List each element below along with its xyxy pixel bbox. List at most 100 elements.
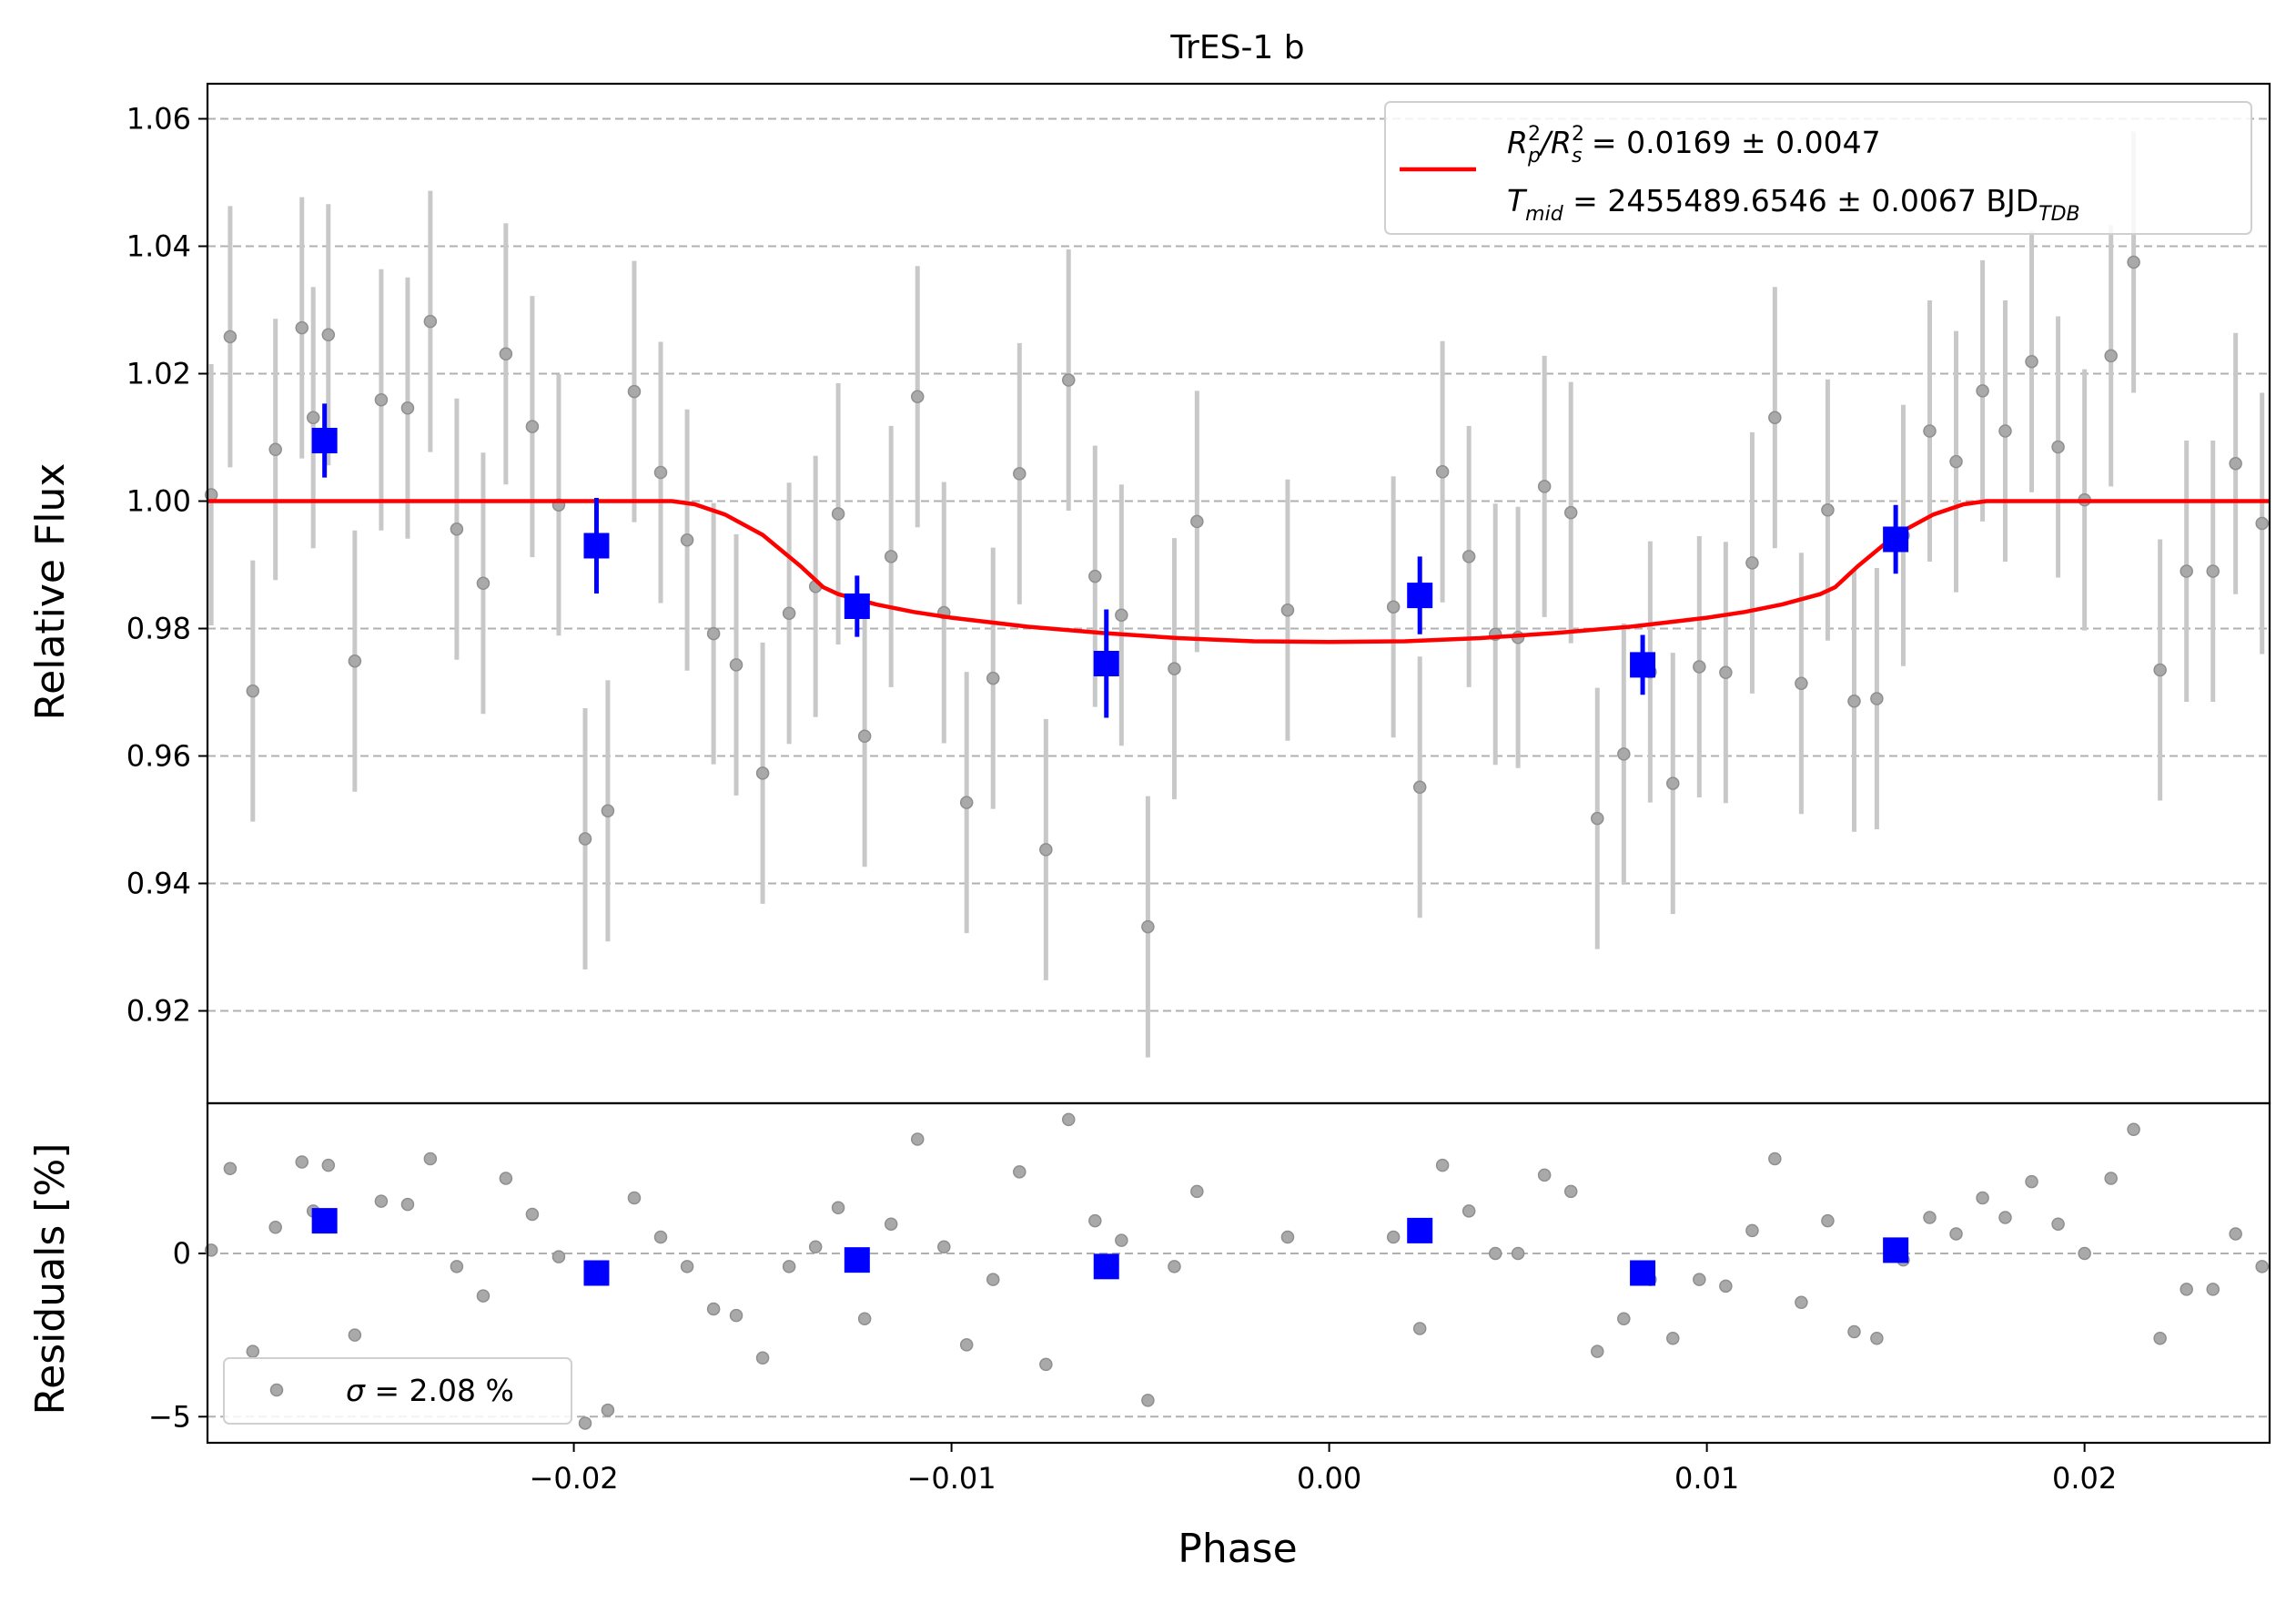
- raw-data-point: [1617, 747, 1631, 761]
- raw-data-point: [1412, 780, 1427, 795]
- raw-residual-point: [268, 1221, 282, 1234]
- raw-residual-point: [1386, 1230, 1401, 1244]
- raw-residual-point: [1168, 1260, 1181, 1273]
- raw-data-point: [2104, 349, 2118, 363]
- raw-data-point: [578, 832, 592, 846]
- raw-residual-point: [423, 1152, 438, 1166]
- legend-frame: [223, 1357, 572, 1425]
- raw-residual-point: [1949, 1227, 1963, 1241]
- raw-data-point: [831, 507, 845, 521]
- raw-data-point: [782, 606, 796, 620]
- raw-data-point: [1168, 662, 1181, 675]
- raw-residual-point: [1280, 1230, 1295, 1244]
- raw-residual-point: [653, 1230, 668, 1244]
- legend-text-part: TDB: [2038, 203, 2079, 226]
- raw-data-point: [729, 658, 743, 672]
- y-axis-title-residuals: Residuals [%]: [27, 1143, 74, 1415]
- raw-residual-point: [831, 1201, 845, 1215]
- binned-residual-point: [1883, 1237, 1909, 1263]
- raw-data-point: [2153, 663, 2167, 677]
- raw-data-point: [1795, 676, 1808, 690]
- raw-data-point: [2051, 440, 2065, 454]
- raw-residual-point: [321, 1158, 336, 1172]
- raw-data-point: [2180, 564, 2193, 578]
- raw-residual-point: [2255, 1260, 2269, 1273]
- raw-residual-point: [1462, 1204, 1476, 1218]
- raw-residual-point: [706, 1302, 721, 1316]
- raw-residual-point: [1719, 1279, 1733, 1294]
- binned-data-point: [1407, 583, 1433, 609]
- raw-residual-point: [2127, 1122, 2140, 1136]
- y-tick-label: 1.00: [126, 484, 191, 519]
- raw-data-point: [884, 550, 898, 563]
- legend-text-part: s: [1572, 145, 1582, 167]
- raw-data-point: [1949, 454, 1963, 469]
- raw-residual-point: [1088, 1213, 1102, 1228]
- raw-data-point: [1462, 550, 1476, 563]
- raw-residual-point: [2206, 1283, 2220, 1296]
- raw-data-point: [1768, 411, 1782, 425]
- raw-residual-point: [2025, 1174, 2038, 1189]
- raw-data-point: [706, 626, 721, 641]
- raw-residual-point: [499, 1172, 513, 1185]
- raw-data-point: [348, 654, 362, 668]
- raw-data-point: [1141, 919, 1155, 934]
- y-tick-label: 0.92: [126, 994, 191, 1029]
- residual-legend: σ = 2.08 %: [223, 1357, 572, 1425]
- raw-data-point: [1190, 514, 1204, 529]
- raw-data-point: [959, 796, 974, 809]
- raw-data-point: [321, 328, 336, 342]
- legend-text-part: T: [1507, 183, 1528, 218]
- raw-residual-point: [1591, 1344, 1604, 1358]
- raw-data-point: [1870, 692, 1884, 705]
- residuals-axes-frame: [206, 1101, 2271, 1445]
- raw-data-point: [1693, 660, 1706, 674]
- raw-residual-point: [1061, 1112, 1076, 1127]
- raw-data-point: [499, 347, 513, 361]
- raw-data-point: [1847, 695, 1861, 708]
- y-tick-label: 1.04: [126, 229, 191, 264]
- transit-model-line: [207, 499, 2270, 644]
- raw-residual-point: [910, 1132, 925, 1146]
- raw-data-point: [400, 401, 415, 415]
- raw-data-point: [1563, 505, 1578, 520]
- binned-residual-point: [583, 1260, 610, 1286]
- legend-text-part: /R: [1538, 125, 1572, 160]
- raw-data-point: [295, 320, 309, 335]
- raw-residual-point: [680, 1260, 694, 1273]
- raw-residual-point: [246, 1344, 260, 1358]
- raw-residual-point: [374, 1194, 389, 1208]
- y-tick-label: 1.02: [126, 357, 191, 391]
- raw-residual-point: [1768, 1152, 1782, 1166]
- raw-data-point: [246, 684, 260, 698]
- raw-residual-point: [1821, 1213, 1835, 1228]
- binned-data-point: [311, 428, 338, 453]
- raw-residual-point: [755, 1351, 770, 1365]
- raw-data-point: [910, 390, 925, 403]
- raw-residual-point: [729, 1308, 743, 1323]
- legend-text-part: p: [1527, 145, 1541, 167]
- raw-data-point: [1280, 603, 1295, 617]
- binned-residual-point: [844, 1247, 870, 1273]
- raw-data-point: [2229, 456, 2242, 471]
- raw-residual-point: [1013, 1165, 1027, 1179]
- raw-residual-point: [782, 1260, 796, 1273]
- raw-data-point: [986, 671, 1000, 685]
- flux-axes-frame: [206, 82, 2271, 1105]
- raw-residual-point: [1795, 1295, 1808, 1310]
- legend-text-part: σ: [346, 1373, 366, 1408]
- raw-residual-point: [1693, 1273, 1706, 1286]
- raw-residual-point: [1190, 1184, 1204, 1199]
- raw-data-point: [755, 766, 770, 780]
- binned-data-point: [1093, 651, 1119, 676]
- chart-title: TrES-1 b: [1169, 29, 1304, 66]
- raw-residual-point: [450, 1260, 464, 1273]
- legend-radius-ratio: R2 p/R2 s = 0.0169 ± 0.0047: [1507, 123, 1881, 167]
- binned-residual-point: [311, 1208, 338, 1234]
- raw-data-point: [653, 465, 668, 480]
- raw-residual-point: [2051, 1217, 2065, 1231]
- raw-data-point: [423, 314, 438, 329]
- raw-residual-point: [937, 1240, 951, 1254]
- raw-residual-point: [2104, 1172, 2118, 1185]
